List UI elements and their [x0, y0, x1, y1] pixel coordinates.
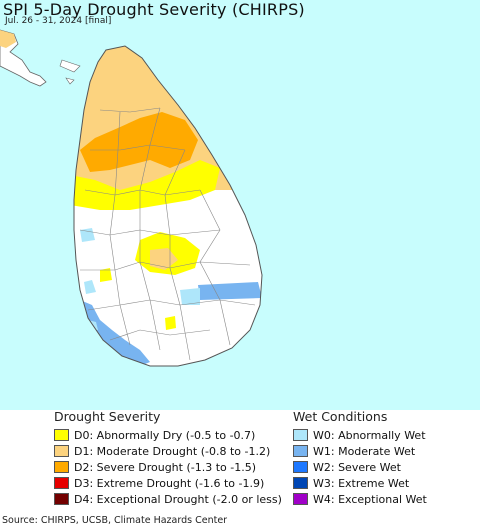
swatch-w4: [293, 493, 308, 505]
swatch-d2: [54, 461, 69, 473]
swatch-w1: [293, 445, 308, 457]
wet-legend-header: Wet Conditions: [293, 409, 388, 424]
legend-item-w1: W1: Moderate Wet: [293, 443, 427, 459]
severe-drought-area: [80, 112, 198, 172]
map-graphic: [0, 29, 263, 367]
legend-label-d2: D2: Severe Drought (-1.3 to -1.5): [74, 460, 257, 474]
swatch-w2: [293, 461, 308, 473]
legend-label-d0: D0: Abnormally Dry (-0.5 to -0.7): [74, 428, 256, 442]
district-boundaries: [79, 107, 256, 361]
legend-label-w4: W4: Exceptional Wet: [313, 492, 427, 506]
legend-item-w2: W2: Severe Wet: [293, 459, 427, 475]
legend-item-d0: D0: Abnormally Dry (-0.5 to -0.7): [54, 427, 282, 443]
legend-label-d4: D4: Exceptional Drought (-2.0 or less): [74, 492, 282, 506]
drought-map: SPI 5-Day Drought Severity (CHIRPS) Jul.…: [0, 0, 480, 410]
swatch-d3: [54, 477, 69, 489]
wet-legend: Wet Conditions W0: Abnormally Wet W1: Mo…: [293, 410, 427, 507]
legend-label-w2: W2: Severe Wet: [313, 460, 401, 474]
wet-southwest: [80, 300, 150, 366]
swatch-w0: [293, 429, 308, 441]
swatch-d4: [54, 493, 69, 505]
legend-item-d1: D1: Moderate Drought (-0.8 to -1.2): [54, 443, 282, 459]
legend-item-d3: D3: Extreme Drought (-1.6 to -1.9): [54, 475, 282, 491]
legend-item-w4: W4: Exceptional Wet: [293, 491, 427, 507]
legend-item-d2: D2: Severe Drought (-1.3 to -1.5): [54, 459, 282, 475]
map-title: SPI 5-Day Drought Severity (CHIRPS): [3, 0, 305, 19]
swatch-d0: [54, 429, 69, 441]
drought-legend-header: Drought Severity: [54, 409, 161, 424]
legend-label-w1: W1: Moderate Wet: [313, 444, 416, 458]
legend: Drought Severity D0: Abnormally Dry (-0.…: [0, 410, 480, 510]
legend-label-w3: W3: Extreme Wet: [313, 476, 410, 490]
mainland-yellow: [0, 30, 16, 48]
swatch-d1: [54, 445, 69, 457]
legend-label-w0: W0: Abnormally Wet: [313, 428, 426, 442]
legend-label-d1: D1: Moderate Drought (-0.8 to -1.2): [74, 444, 271, 458]
legend-item-w3: W3: Extreme Wet: [293, 475, 427, 491]
legend-item-d4: D4: Exceptional Drought (-2.0 or less): [54, 491, 282, 507]
swatch-w3: [293, 477, 308, 489]
wet-east: [198, 282, 262, 300]
legend-item-w0: W0: Abnormally Wet: [293, 427, 427, 443]
map-subtitle: Jul. 26 - 31, 2024 [final]: [5, 16, 112, 26]
legend-label-d3: D3: Extreme Drought (-1.6 to -1.9): [74, 476, 265, 490]
source-footer: Source: CHIRPS, UCSB, Climate Hazards Ce…: [2, 515, 228, 526]
drought-legend: Drought Severity D0: Abnormally Dry (-0.…: [54, 410, 282, 507]
